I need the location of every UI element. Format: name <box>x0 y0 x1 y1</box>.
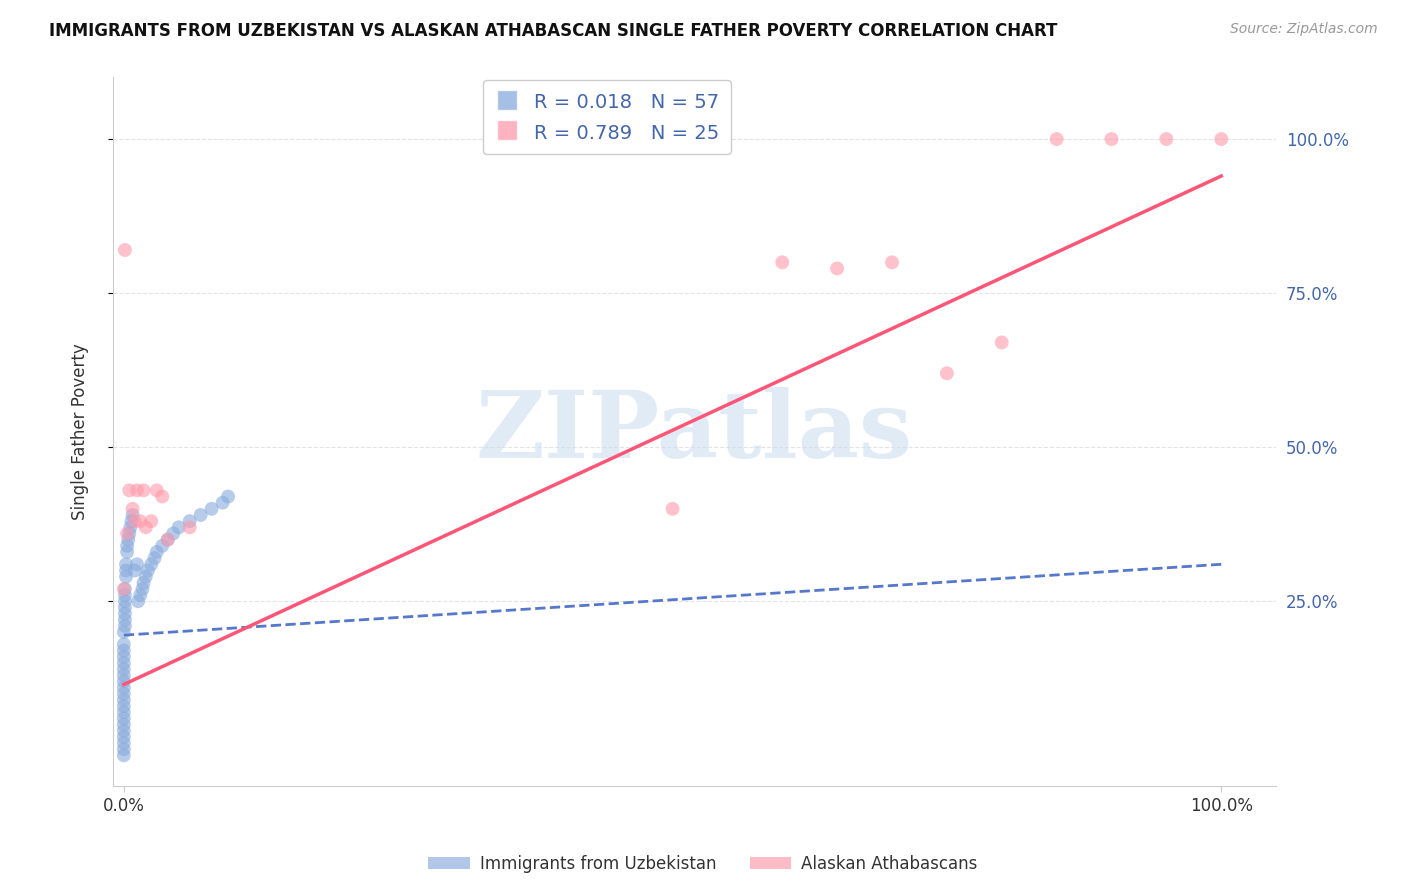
Point <box>880 255 903 269</box>
Point <box>121 508 143 522</box>
Point <box>124 514 146 528</box>
Point <box>118 483 141 498</box>
Point <box>135 569 157 583</box>
Point <box>990 335 1012 350</box>
Point <box>135 520 157 534</box>
Point <box>129 514 152 528</box>
Point <box>115 539 138 553</box>
Point <box>770 255 793 269</box>
Point <box>112 693 135 707</box>
Point <box>112 717 135 731</box>
Point <box>143 551 166 566</box>
Point <box>131 582 153 596</box>
Point <box>1101 132 1123 146</box>
Point <box>935 366 957 380</box>
Point <box>112 662 135 676</box>
Point <box>1046 132 1069 146</box>
Point <box>117 533 139 547</box>
Point <box>125 558 148 572</box>
Text: Source: ZipAtlas.com: Source: ZipAtlas.com <box>1230 22 1378 37</box>
Point <box>661 501 683 516</box>
Point <box>114 600 136 615</box>
Point <box>217 490 239 504</box>
Point <box>167 520 190 534</box>
Point <box>112 637 135 651</box>
Point <box>112 681 135 695</box>
Point <box>825 261 848 276</box>
Point <box>112 674 135 689</box>
Legend: Immigrants from Uzbekistan, Alaskan Athabascans: Immigrants from Uzbekistan, Alaskan Atha… <box>422 848 984 880</box>
Point <box>141 558 163 572</box>
Point <box>112 687 135 701</box>
Point <box>124 564 146 578</box>
Point <box>136 564 159 578</box>
Point <box>115 564 138 578</box>
Point <box>145 483 167 498</box>
Point <box>114 619 136 633</box>
Point <box>150 490 173 504</box>
Point <box>112 730 135 744</box>
Point <box>179 514 201 528</box>
Point <box>112 711 135 725</box>
Point <box>121 501 143 516</box>
Point <box>190 508 212 522</box>
Point <box>145 545 167 559</box>
Point <box>114 594 136 608</box>
Point <box>112 742 135 756</box>
Point <box>114 588 136 602</box>
Point <box>129 588 152 602</box>
Point <box>132 483 155 498</box>
Point <box>201 501 224 516</box>
Point <box>127 594 149 608</box>
Y-axis label: Single Father Poverty: Single Father Poverty <box>72 343 89 520</box>
Point <box>112 656 135 670</box>
Point <box>115 569 138 583</box>
Text: IMMIGRANTS FROM UZBEKISTAN VS ALASKAN ATHABASCAN SINGLE FATHER POVERTY CORRELATI: IMMIGRANTS FROM UZBEKISTAN VS ALASKAN AT… <box>49 22 1057 40</box>
Point <box>156 533 179 547</box>
Point <box>162 526 184 541</box>
Point <box>112 643 135 657</box>
Point <box>120 520 142 534</box>
Point <box>132 575 155 590</box>
Point <box>112 736 135 750</box>
Point <box>112 668 135 682</box>
Point <box>112 748 135 763</box>
Point <box>114 582 136 596</box>
Point <box>179 520 201 534</box>
Point <box>150 539 173 553</box>
Point <box>112 582 135 596</box>
Point <box>115 558 138 572</box>
Point <box>121 514 143 528</box>
Point <box>112 699 135 714</box>
Point <box>114 243 136 257</box>
Point <box>114 613 136 627</box>
Point <box>112 649 135 664</box>
Point <box>112 705 135 719</box>
Point <box>115 545 138 559</box>
Point <box>125 483 148 498</box>
Point <box>115 526 138 541</box>
Point <box>156 533 179 547</box>
Point <box>112 723 135 738</box>
Point <box>112 625 135 640</box>
Legend: R = 0.018   N = 57, R = 0.789   N = 25: R = 0.018 N = 57, R = 0.789 N = 25 <box>484 80 731 154</box>
Point <box>1156 132 1178 146</box>
Point <box>114 607 136 621</box>
Point <box>1211 132 1233 146</box>
Point <box>118 526 141 541</box>
Point <box>211 496 233 510</box>
Point <box>141 514 163 528</box>
Text: ZIPatlas: ZIPatlas <box>475 387 912 477</box>
